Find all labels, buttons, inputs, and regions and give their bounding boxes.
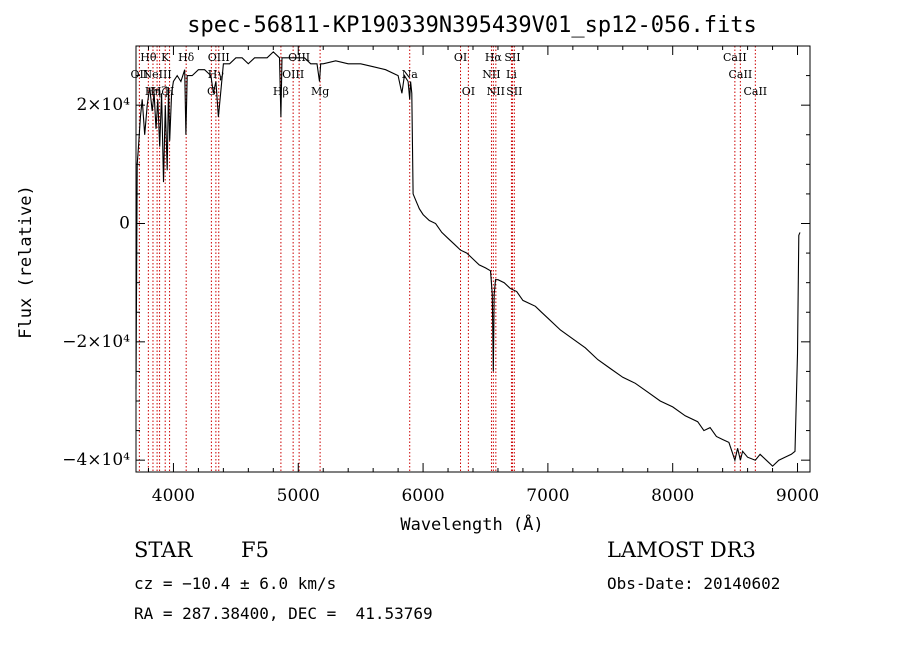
spectral-line-label: SII (504, 51, 520, 64)
flux-line (135, 51, 801, 467)
y-tick-label: 2×10⁴ (76, 95, 130, 115)
observation-date: Obs-Date: 20140602 (607, 574, 781, 593)
spectral-line-label: Hδ (178, 51, 195, 64)
x-tick-label: 8000 (651, 486, 694, 506)
spectral-line-label: OI (462, 85, 475, 98)
spectral-line-label: OIII (282, 68, 304, 81)
spectral-line-label: Hα (485, 51, 503, 64)
spectral-line-label: OIII (208, 51, 230, 64)
spectral-line-label: Hγ (208, 68, 225, 81)
flux-series (135, 51, 801, 467)
x-tick-label: 6000 (401, 486, 444, 506)
y-tick-label: 0 (119, 214, 130, 234)
object-subclass: F5 (241, 538, 269, 562)
x-axis-label: Wavelength (Å) (400, 513, 543, 535)
spectral-line-label: Hζ (152, 85, 168, 98)
spectral-line-label: K (161, 51, 170, 64)
y-tick-label: −4×10⁴ (62, 450, 130, 470)
spectral-line-label: NII (487, 85, 505, 98)
spectral-line-label: Mg (311, 85, 329, 98)
object-class: STAR (134, 538, 193, 562)
x-tick-label: 9000 (776, 486, 819, 506)
spectral-line-label: CaII (723, 51, 747, 64)
spectral-line-label: H (165, 85, 175, 98)
axis-ticks: 4000 5000 6000 7000 8000 9000 2×10⁴ 0 −2×10⁴ −4×1… (62, 45, 819, 506)
y-axis-label: Flux (relative) (16, 185, 36, 339)
spectral-line-label: SII (506, 85, 522, 98)
survey-name: LAMOST DR3 (607, 538, 756, 562)
spectral-line-label: Hθ (140, 51, 157, 64)
spectral-line-markers (138, 46, 756, 472)
spectral-line-label: Li (506, 68, 517, 81)
coordinates: RA = 287.38400, DEC = 41.53769 (134, 604, 433, 623)
x-tick-label: 7000 (526, 486, 569, 506)
spectral-line-label: NeIII (143, 68, 172, 81)
redshift-velocity: cz = −10.4 ± 6.0 km/s (134, 574, 337, 593)
y-tick-label: −2×10⁴ (62, 332, 130, 352)
spectral-line-label: CaII (743, 85, 767, 98)
spectral-line-label: NII (482, 68, 500, 81)
spectral-line-label: OI (454, 51, 467, 64)
spectral-line-label: CaII (729, 68, 753, 81)
x-tick-label: 4000 (152, 486, 195, 506)
spectral-line-label: OII (131, 68, 149, 81)
chart-title: spec-56811-KP190339N395439V01_sp12-056.f… (187, 13, 757, 38)
spectral-line-labels: OIIHθHηNeIIIHζKHHδGHγOIIIHβOIIIOIIIMgNaO… (131, 51, 768, 98)
x-tick-label: 5000 (277, 486, 320, 506)
spectral-line-label: G (207, 85, 216, 98)
